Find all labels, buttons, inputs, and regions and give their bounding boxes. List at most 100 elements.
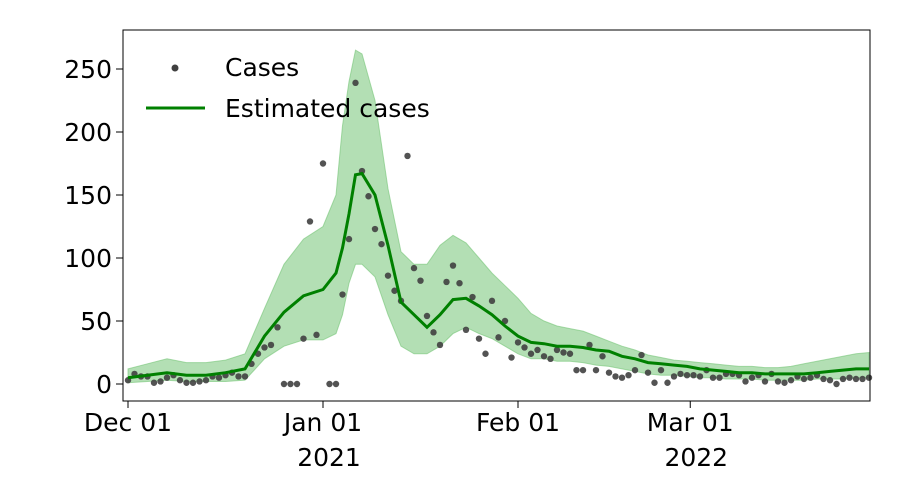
case-point — [469, 293, 476, 301]
case-point — [384, 272, 392, 279]
case-point — [163, 374, 171, 381]
case-point — [605, 369, 613, 376]
case-point — [404, 152, 411, 160]
case-point — [787, 377, 795, 384]
y-tick-label: 50 — [80, 307, 112, 336]
y-tick-label: 100 — [64, 244, 112, 273]
case-point — [430, 329, 437, 336]
case-point — [839, 375, 847, 383]
case-point — [274, 324, 281, 331]
case-point — [514, 339, 522, 346]
case-point — [345, 235, 353, 243]
case-point — [313, 331, 320, 339]
case-point — [553, 346, 561, 354]
case-point — [859, 375, 866, 383]
case-point — [807, 374, 814, 381]
case-point — [709, 374, 717, 381]
x-tick-label: Mar 01 — [647, 408, 734, 437]
case-point — [865, 374, 873, 381]
case-point — [644, 369, 652, 376]
x-tick-label: Dec 01 — [84, 408, 172, 437]
case-point — [196, 378, 203, 385]
legend-cases-marker — [171, 64, 179, 72]
case-point — [677, 370, 684, 378]
case-point — [748, 374, 756, 381]
case-point — [456, 280, 463, 287]
case-point — [820, 375, 827, 383]
case-point — [540, 353, 548, 360]
case-point — [527, 350, 535, 357]
case-point — [300, 335, 307, 342]
case-point — [690, 371, 697, 379]
y-tick-label: 150 — [64, 181, 112, 210]
case-point — [488, 297, 496, 305]
case-point — [696, 373, 704, 380]
case-point — [618, 374, 626, 381]
case-point — [534, 346, 541, 354]
case-point — [189, 379, 197, 386]
case-point — [287, 380, 294, 388]
case-point — [306, 218, 314, 225]
case-point — [293, 380, 301, 388]
x-axis: Dec 01 Jan 01 Feb 01 Mar 01 2021 2022 — [84, 401, 734, 472]
case-point — [774, 378, 782, 385]
case-point — [612, 373, 619, 380]
case-point — [501, 317, 509, 325]
case-point — [378, 240, 385, 248]
case-point — [761, 378, 769, 385]
case-point — [176, 377, 184, 384]
case-point — [670, 373, 678, 380]
case-point — [833, 380, 840, 388]
case-point — [443, 278, 450, 286]
case-point — [280, 380, 288, 388]
case-point — [365, 193, 372, 200]
case-point — [547, 355, 554, 362]
case-point — [319, 160, 327, 167]
case-point — [716, 374, 723, 381]
case-point — [339, 291, 346, 298]
y-tick-label: 200 — [64, 118, 112, 147]
case-point — [625, 371, 632, 379]
case-point — [573, 366, 580, 374]
case-point — [449, 262, 457, 269]
case-point — [235, 373, 242, 380]
case-point — [326, 380, 333, 388]
case-point — [781, 379, 788, 386]
case-point — [371, 225, 379, 233]
y-tick-label: 0 — [96, 370, 112, 399]
case-point — [475, 335, 483, 342]
case-point — [664, 379, 671, 386]
case-point — [202, 377, 210, 384]
x-year-label: 2022 — [664, 443, 728, 472]
case-point — [332, 380, 340, 388]
case-point — [352, 79, 359, 87]
x-tick-label: Feb 01 — [476, 408, 560, 437]
case-point — [800, 375, 808, 383]
cases-points — [124, 79, 873, 388]
case-point — [560, 349, 567, 356]
case-point — [462, 326, 470, 334]
case-point — [586, 341, 593, 349]
case-point — [417, 277, 424, 284]
case-point — [423, 312, 431, 320]
case-point — [631, 366, 639, 374]
case-point — [261, 344, 268, 351]
case-point — [852, 375, 860, 383]
y-tick-label: 250 — [64, 55, 112, 84]
case-point — [183, 379, 190, 386]
case-point — [599, 353, 606, 360]
case-point — [482, 350, 489, 357]
estimate-line — [127, 171, 869, 380]
case-point — [657, 366, 665, 374]
case-point — [391, 287, 398, 294]
plot-area — [124, 49, 873, 388]
legend-estimate-label: Estimated cases — [225, 94, 430, 123]
case-point — [410, 264, 418, 272]
case-point — [436, 341, 444, 349]
case-point — [826, 377, 834, 384]
x-year-label: 2021 — [297, 443, 361, 472]
case-point — [157, 378, 164, 385]
case-point — [579, 366, 587, 374]
legend-cases-label: Cases — [225, 53, 299, 82]
